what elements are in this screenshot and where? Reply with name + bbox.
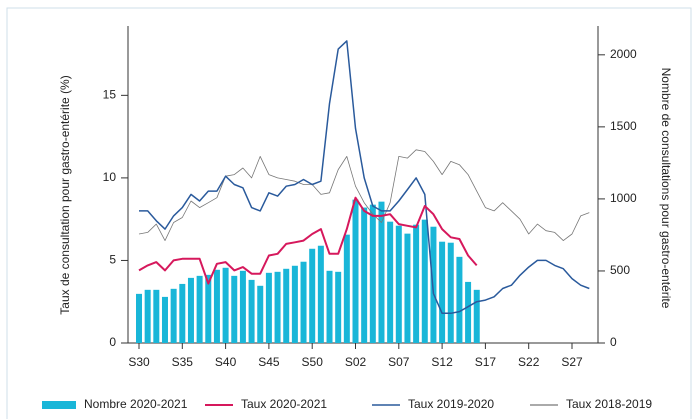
x-tick-label: S30 bbox=[128, 355, 150, 369]
y2-tick-label: 2000 bbox=[610, 47, 637, 61]
bar bbox=[257, 285, 264, 343]
line bbox=[138, 149, 590, 241]
bar bbox=[161, 296, 168, 343]
x-tick-label: S35 bbox=[172, 355, 194, 369]
bar bbox=[317, 245, 324, 343]
bar bbox=[213, 269, 220, 343]
y-tick-label: 15 bbox=[103, 88, 117, 102]
bar bbox=[283, 268, 290, 343]
x-tick-label: S02 bbox=[345, 355, 367, 369]
x-tick-label: S40 bbox=[215, 355, 237, 369]
y-tick-label: 5 bbox=[109, 253, 116, 267]
bar bbox=[300, 261, 307, 343]
x-tick-label: S07 bbox=[388, 355, 410, 369]
bar bbox=[179, 283, 186, 343]
bar bbox=[170, 288, 177, 343]
bar bbox=[413, 224, 420, 343]
bar bbox=[326, 270, 333, 343]
x-tick-label: S12 bbox=[431, 355, 453, 369]
bar bbox=[404, 233, 411, 343]
y2-tick-label: 500 bbox=[610, 263, 630, 277]
bar bbox=[447, 242, 454, 343]
bar bbox=[136, 293, 142, 343]
bar bbox=[465, 281, 472, 343]
line bbox=[139, 40, 590, 315]
bar bbox=[361, 207, 368, 343]
bar bbox=[352, 199, 359, 343]
bar bbox=[153, 289, 160, 343]
bar bbox=[395, 225, 402, 343]
x-tick-label: S27 bbox=[561, 355, 583, 369]
y2-tick-label: 1500 bbox=[610, 119, 637, 133]
y-tick-label: 10 bbox=[103, 170, 117, 184]
x-tick-label: S17 bbox=[475, 355, 497, 369]
x-tick-label: S45 bbox=[258, 355, 280, 369]
bar bbox=[248, 279, 255, 343]
bar bbox=[239, 270, 246, 343]
legend-label: Taux 2018-2019 bbox=[566, 397, 652, 411]
bar bbox=[430, 226, 437, 343]
legend-label: Taux 2019-2020 bbox=[408, 397, 494, 411]
bar bbox=[473, 289, 480, 343]
y2-axis-title: Nombre de consultations pour gastro-enté… bbox=[659, 68, 673, 309]
bar bbox=[387, 221, 394, 343]
x-tick-label: S50 bbox=[302, 355, 324, 369]
legend-swatch bbox=[42, 401, 76, 409]
bar bbox=[421, 219, 428, 343]
bar bbox=[309, 248, 316, 343]
bar bbox=[335, 271, 342, 343]
bar bbox=[265, 272, 272, 343]
bar bbox=[343, 234, 350, 343]
bar bbox=[196, 275, 203, 343]
bar bbox=[439, 241, 446, 343]
bar bbox=[231, 275, 238, 343]
legend-label: Taux 2020-2021 bbox=[241, 397, 327, 411]
legend-label: Nombre 2020-2021 bbox=[84, 397, 188, 411]
y-tick-label: 0 bbox=[109, 335, 116, 349]
bar bbox=[144, 289, 151, 343]
bar bbox=[205, 274, 212, 343]
bar bbox=[222, 267, 229, 343]
x-tick-label: S22 bbox=[518, 355, 540, 369]
y2-tick-label: 1000 bbox=[610, 191, 637, 205]
bar bbox=[291, 265, 298, 343]
y-axis-title: Taux de consultation pour gastro-entérit… bbox=[58, 75, 72, 314]
bar bbox=[378, 201, 385, 343]
bar bbox=[456, 256, 463, 343]
line bbox=[138, 196, 478, 285]
frame bbox=[6, 7, 692, 419]
bar bbox=[369, 204, 376, 343]
bar bbox=[274, 271, 281, 343]
y2-tick-label: 0 bbox=[610, 335, 617, 349]
bar bbox=[187, 277, 194, 343]
